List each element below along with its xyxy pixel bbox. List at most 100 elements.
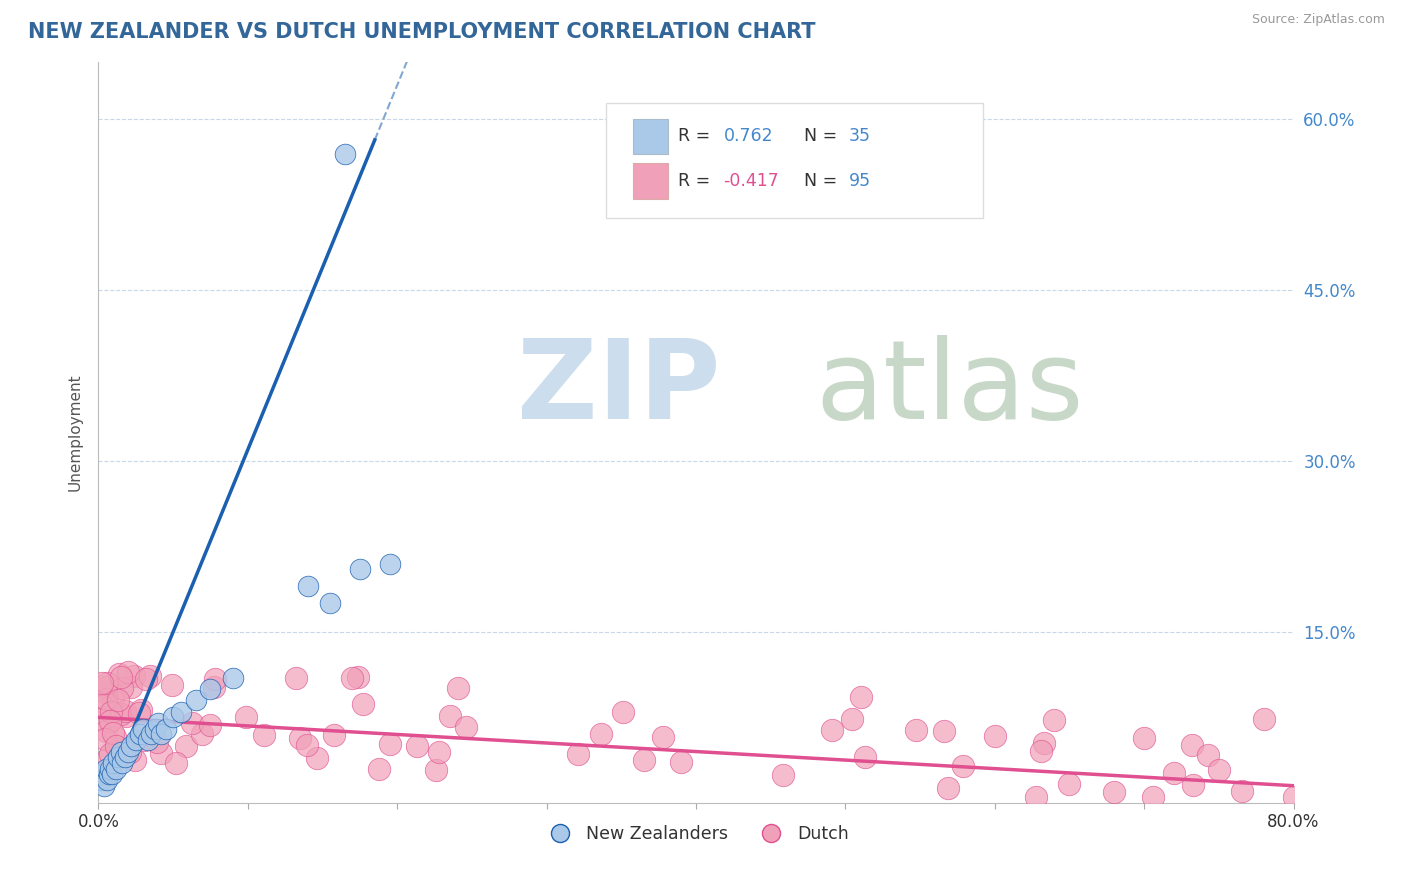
Point <box>319 597 342 611</box>
Point <box>149 746 172 760</box>
Point <box>98 762 122 776</box>
Point <box>90 676 112 690</box>
Point <box>103 756 125 770</box>
Point <box>105 739 128 753</box>
Point <box>110 745 132 759</box>
Point <box>367 762 389 776</box>
Point <box>1181 778 1204 792</box>
Bar <box>633 119 668 154</box>
Point <box>96 723 118 738</box>
Text: ZIP: ZIP <box>516 334 720 442</box>
Point <box>567 747 589 761</box>
Point <box>305 751 328 765</box>
Point <box>107 666 129 681</box>
Point <box>349 562 371 576</box>
Point <box>135 673 157 687</box>
Point <box>107 693 129 707</box>
Text: 0.762: 0.762 <box>724 128 773 145</box>
Point <box>165 756 187 771</box>
Point <box>821 723 844 738</box>
Point <box>235 709 257 723</box>
Point <box>94 681 117 695</box>
Point <box>288 731 311 745</box>
Point <box>202 681 225 695</box>
Point <box>454 720 477 734</box>
Point <box>111 681 134 696</box>
Point <box>103 692 125 706</box>
Point <box>124 753 146 767</box>
Point <box>425 763 447 777</box>
Point <box>347 670 370 684</box>
Point <box>447 681 470 695</box>
Point <box>669 755 692 769</box>
Text: 35: 35 <box>849 128 870 145</box>
Point <box>204 672 226 686</box>
Point <box>174 739 197 754</box>
Text: 95: 95 <box>849 172 872 190</box>
Point <box>162 710 184 724</box>
Point <box>1282 790 1305 805</box>
Point <box>1163 765 1185 780</box>
Point <box>94 762 117 776</box>
Point <box>352 697 374 711</box>
Point <box>406 739 429 754</box>
Point <box>1059 777 1081 791</box>
Point <box>96 772 118 787</box>
Point <box>932 723 955 738</box>
Point <box>90 712 112 726</box>
Point <box>148 716 170 731</box>
Point <box>110 670 132 684</box>
Point <box>120 681 142 695</box>
Text: N =: N = <box>804 172 842 190</box>
Point <box>94 731 117 746</box>
Point <box>936 780 959 795</box>
Point <box>96 675 118 690</box>
Point <box>101 767 124 781</box>
Point <box>841 712 863 726</box>
Point <box>200 681 222 696</box>
Point <box>129 727 152 741</box>
Point <box>1208 763 1230 777</box>
Point <box>107 750 129 764</box>
Point <box>120 739 142 753</box>
Point <box>128 706 150 720</box>
Point <box>97 767 120 781</box>
Text: Source: ZipAtlas.com: Source: ZipAtlas.com <box>1251 13 1385 27</box>
Point <box>117 745 139 759</box>
Point <box>184 693 207 707</box>
Point <box>1253 712 1275 726</box>
Point <box>122 669 145 683</box>
Point <box>591 726 613 740</box>
Point <box>284 671 307 685</box>
Text: atlas: atlas <box>815 334 1084 442</box>
Text: -0.417: -0.417 <box>724 172 779 190</box>
Point <box>984 729 1007 743</box>
Point <box>110 706 132 721</box>
Point <box>340 671 363 685</box>
Point <box>297 738 319 752</box>
Point <box>772 768 794 782</box>
Point <box>132 722 155 736</box>
Point <box>150 727 173 741</box>
Point <box>633 753 655 767</box>
Point <box>1133 731 1156 745</box>
Text: R =: R = <box>678 128 716 145</box>
Point <box>94 685 117 699</box>
Point <box>905 723 928 737</box>
Legend: New Zealanders, Dutch: New Zealanders, Dutch <box>536 818 856 850</box>
Point <box>169 705 191 719</box>
Point <box>439 709 461 723</box>
Text: NEW ZEALANDER VS DUTCH UNEMPLOYMENT CORRELATION CHART: NEW ZEALANDER VS DUTCH UNEMPLOYMENT CORR… <box>28 22 815 42</box>
Point <box>136 733 159 747</box>
Point <box>1232 783 1254 797</box>
Point <box>111 756 134 770</box>
Point <box>115 709 138 723</box>
Point <box>1025 790 1047 805</box>
Point <box>652 730 675 744</box>
Point <box>93 779 115 793</box>
Point <box>297 579 319 593</box>
Bar <box>633 163 668 199</box>
Point <box>378 557 401 571</box>
Point <box>1142 790 1164 805</box>
Point <box>90 772 112 787</box>
